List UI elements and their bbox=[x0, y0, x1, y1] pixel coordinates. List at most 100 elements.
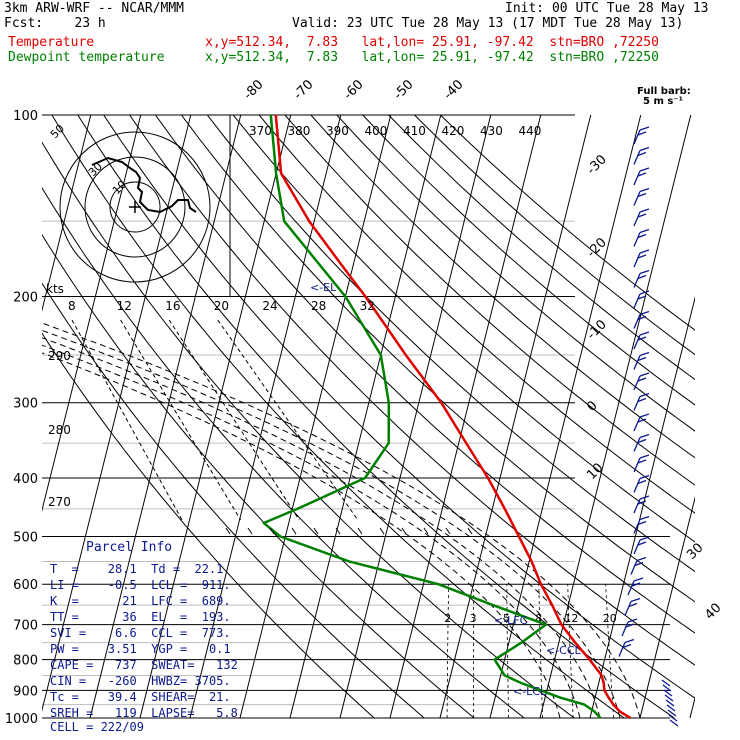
dry-adiabat-line bbox=[440, 115, 695, 331]
pressure-tick-label: 700 bbox=[13, 619, 38, 634]
isotherm-label: -40 bbox=[441, 77, 467, 103]
wind-barb-icon bbox=[664, 694, 674, 702]
theta-label: 290 bbox=[48, 349, 71, 363]
parcel-info-row: LI = -0.5 LCL = 911. bbox=[50, 578, 231, 592]
wind-scale-tick-label: 16 bbox=[165, 299, 180, 313]
wind-scale-tick-label: 28 bbox=[311, 299, 326, 313]
level-marker-label: <-LFC bbox=[494, 614, 528, 627]
wind-barb-icon bbox=[633, 310, 650, 329]
dry-adiabat-line bbox=[414, 115, 695, 356]
dry-adiabat-line bbox=[129, 115, 695, 666]
isotherm-label: 30 bbox=[684, 541, 706, 563]
wind-scale-tick-label: 20 bbox=[214, 299, 229, 313]
isotherm-label: 40 bbox=[702, 601, 724, 623]
isotherm-line bbox=[589, 295, 695, 718]
wind-scale-tick-label: 24 bbox=[262, 299, 277, 313]
parcel-tick-mark bbox=[401, 527, 407, 535]
isotherm-label: -20 bbox=[584, 235, 610, 261]
parcel-info-row: SVI = 6.6 CCL = 773. bbox=[50, 626, 231, 640]
level-marker-label: <-LCL bbox=[513, 685, 547, 698]
wind-barb-icon bbox=[624, 597, 641, 616]
isotherm-line bbox=[339, 115, 492, 718]
wind-barb-icon bbox=[633, 372, 650, 391]
theta-label: 430 bbox=[480, 124, 503, 138]
wind-barb-icon bbox=[661, 679, 671, 687]
mixing-ratio-label: 12 bbox=[564, 612, 578, 625]
wind-barb-icon bbox=[667, 709, 677, 717]
dry-adiabat-line bbox=[336, 115, 695, 432]
wind-barb-icon bbox=[618, 638, 635, 657]
wind-barb-icon bbox=[633, 536, 650, 555]
dry-adiabat-line bbox=[42, 282, 425, 718]
isotherm-line bbox=[42, 115, 92, 313]
temperature-profile bbox=[274, 114, 632, 720]
theta-label: 400 bbox=[365, 124, 388, 138]
dry-adiabat-line bbox=[51, 115, 625, 718]
parcel-info-title: Parcel Info bbox=[86, 540, 173, 555]
wind-barb-icon bbox=[633, 126, 650, 145]
dry-adiabat-line bbox=[388, 115, 695, 381]
mixing-ratio-label: 3 bbox=[470, 612, 477, 625]
theta-label: 390 bbox=[326, 124, 349, 138]
parcel-tick-mark bbox=[335, 527, 341, 535]
theta-label: 370 bbox=[249, 124, 272, 138]
wind-barb-icon bbox=[633, 228, 650, 247]
isotherm-line bbox=[89, 115, 242, 718]
mixing-ratio-label: 8 bbox=[535, 612, 542, 625]
hodograph-ring-label: 50 bbox=[48, 122, 67, 141]
dry-adiabat-line bbox=[42, 332, 375, 718]
forecast-hour: Fcst: 23 h bbox=[4, 16, 106, 31]
isotherm-line bbox=[689, 695, 695, 718]
parcel-tick-mark bbox=[269, 527, 275, 535]
hodograph-ring-label: 10 bbox=[110, 178, 129, 197]
isotherm-line bbox=[289, 115, 442, 718]
wind-barb-icon bbox=[627, 577, 644, 596]
pressure-tick-label: 400 bbox=[13, 472, 38, 487]
parcel-tick-mark bbox=[247, 527, 253, 535]
wind-scale-tick-label: 8 bbox=[68, 299, 76, 313]
temperature-legend-info: x,y=512.34, 7.83 lat,lon= 25.91, -97.42 … bbox=[205, 35, 659, 50]
parcel-info-panel: Parcel Info T = 28.1 Td = 22.1 LI = -0.5… bbox=[42, 538, 238, 734]
level-marker-label: <-CCL bbox=[546, 644, 582, 657]
dry-adiabat-line bbox=[42, 141, 575, 718]
dry-adiabat-line bbox=[232, 115, 695, 543]
hodograph-ring bbox=[109, 181, 161, 233]
wind-scale-line bbox=[71, 319, 183, 521]
wind-barb-icon bbox=[666, 704, 676, 712]
wind-scale-tick-label: 32 bbox=[360, 299, 375, 313]
isotherm-line bbox=[539, 115, 692, 718]
wind-scale-line bbox=[217, 319, 359, 521]
mixing-ratio-line bbox=[605, 584, 614, 718]
wind-scale-line bbox=[168, 319, 300, 521]
wind-barb-icon bbox=[633, 515, 650, 534]
theta-label: 410 bbox=[403, 124, 426, 138]
pressure-tick-label: 100 bbox=[13, 109, 38, 124]
parcel-info-row: Tc = 39.4 SHEAR= 21. bbox=[50, 690, 231, 704]
wind-barb-icon bbox=[665, 699, 675, 707]
dry-adiabat-line bbox=[362, 115, 695, 406]
isotherm-line bbox=[489, 115, 642, 718]
parcel-info-row: SREH = 119 LAPSE= 5.8 bbox=[50, 706, 238, 720]
dewpoint-legend-name: Dewpoint temperature bbox=[8, 50, 165, 65]
parcel-info-row: PW = 3.51 YGP = 0.1 bbox=[50, 642, 231, 656]
isotherm-line bbox=[42, 115, 142, 513]
isotherm-line bbox=[189, 115, 342, 718]
dry-adiabat-line bbox=[103, 115, 695, 699]
dry-adiabat-line bbox=[258, 115, 695, 514]
mixing-ratio-label: 5 bbox=[503, 612, 510, 625]
dewpoint-legend-info: x,y=512.34, 7.83 lat,lon= 25.91, -97.42 … bbox=[205, 50, 659, 65]
hodograph-ring bbox=[59, 131, 211, 283]
isotherm-line bbox=[139, 115, 292, 718]
model-title: 3km ARW-WRF -- NCAR/MMM bbox=[4, 1, 185, 16]
dry-adiabat-line bbox=[155, 115, 695, 634]
pressure-tick-label: 200 bbox=[13, 291, 38, 306]
wind-barb-icon bbox=[633, 167, 650, 186]
wind-barb-icon bbox=[633, 495, 650, 514]
wind-barb-icon bbox=[633, 474, 650, 493]
wind-barb-icon bbox=[633, 208, 650, 227]
dry-adiabat-line bbox=[42, 233, 475, 718]
isotherm-label: -50 bbox=[391, 77, 417, 103]
parcel-info-row: CIN = -260 HWBZ= 3705. bbox=[50, 674, 231, 688]
theta-label: 380 bbox=[288, 124, 311, 138]
pressure-tick-label: 300 bbox=[13, 397, 38, 412]
